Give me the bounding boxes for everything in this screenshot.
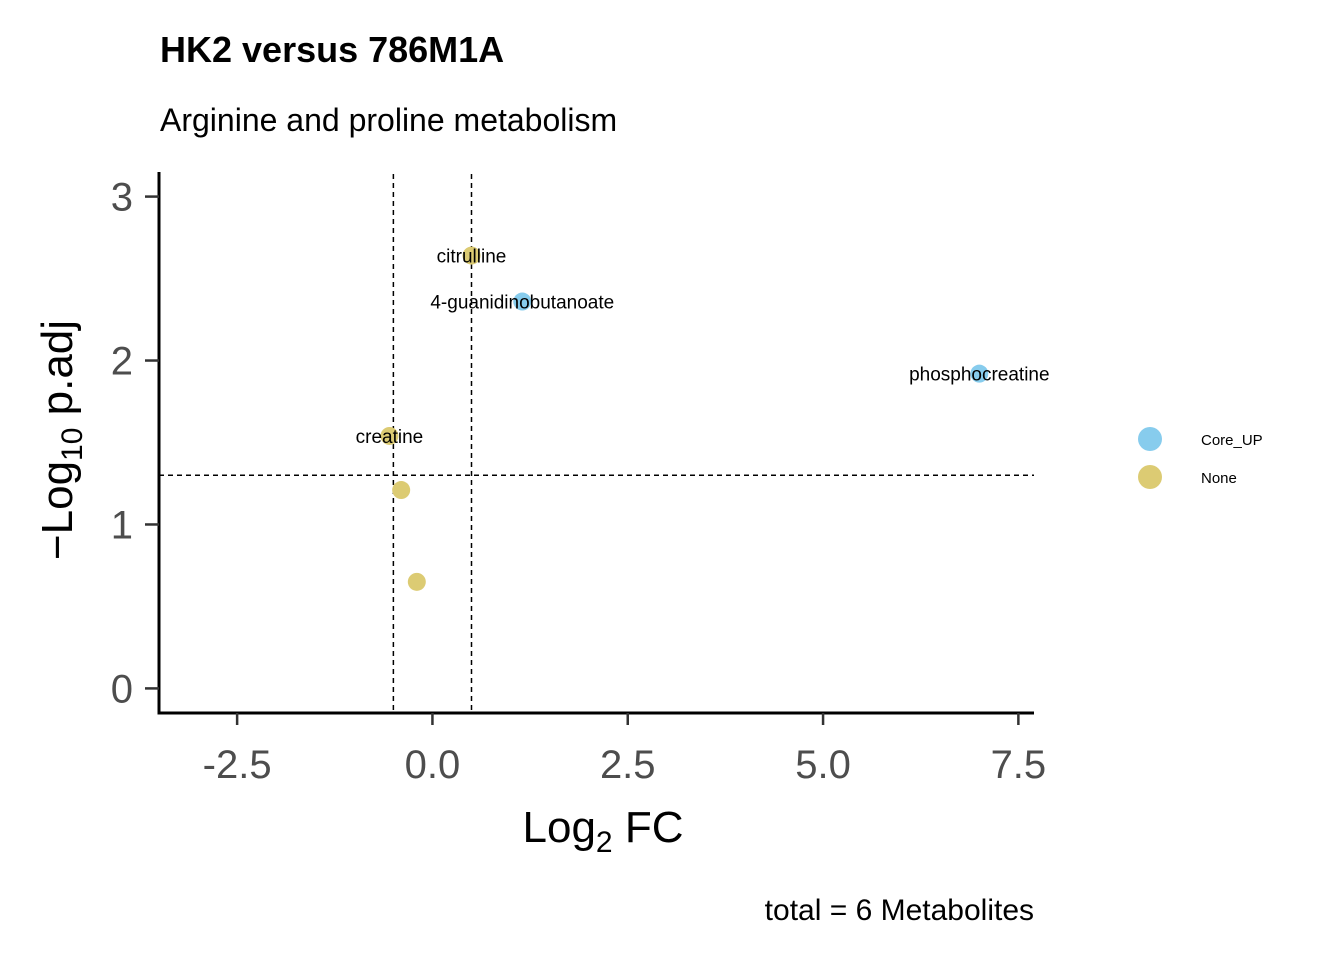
data-point-Core_UP (513, 292, 532, 311)
x-tick-label: 5.0 (795, 743, 851, 787)
data-point-None (407, 572, 426, 591)
chart-title: HK2 versus 786M1A (160, 29, 504, 70)
legend-key-Core_UP (1138, 427, 1162, 451)
legend-label: None (1201, 470, 1237, 487)
legend-key-None (1138, 465, 1162, 489)
y-tick-label: 3 (111, 176, 133, 220)
reference-lines (159, 174, 1034, 713)
point-label: creatine (356, 427, 424, 448)
data-point-None (462, 246, 481, 265)
point-label: phosphocreatine (909, 365, 1050, 386)
chart-subtitle: Arginine and proline metabolism (160, 102, 617, 138)
x-tick-label: 0.0 (405, 743, 461, 787)
y-tick-label: 0 (111, 667, 133, 711)
point-label: 4-guanidinobutanoate (430, 293, 614, 314)
y-ticks: 0 1 2 3 (111, 176, 159, 711)
legend-label: Core_UP (1201, 432, 1263, 449)
axes (157, 172, 1034, 715)
x-tick-label: -2.5 (203, 743, 272, 787)
x-tick-label: 2.5 (600, 743, 656, 787)
point-label: citrulline (437, 247, 507, 268)
x-tick-label: 7.5 (991, 743, 1047, 787)
caption: total = 6 Metabolites (765, 894, 1034, 927)
point-labels: 4-guanidinobutanoate phosphocreatine citru… (356, 247, 1050, 448)
y-tick-label: 1 (111, 503, 133, 547)
x-axis-title: Log2 FC (523, 803, 684, 859)
x-ticks: -2.5 0.0 2.5 5.0 7.5 (203, 713, 1047, 787)
data-points (380, 246, 989, 591)
legend: Core_UP None (1138, 427, 1263, 489)
data-point-None (380, 426, 399, 445)
data-point-None (392, 481, 411, 500)
y-axis-title: −Log10 p.adj (33, 320, 89, 560)
data-point-Core_UP (970, 364, 989, 383)
y-tick-label: 2 (111, 340, 133, 384)
